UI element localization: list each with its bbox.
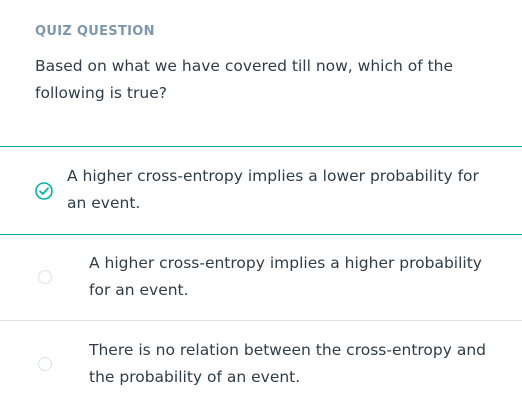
answer-option-1[interactable]: A higher cross-entropy implies a lower p…	[0, 146, 522, 235]
answer-option-3[interactable]: There is no relation between the cross-e…	[0, 321, 522, 403]
answer-option-text: There is no relation between the cross-e…	[89, 337, 489, 391]
answer-option-2[interactable]: A higher cross-entropy implies a higher …	[0, 234, 522, 321]
check-circle-icon	[35, 182, 53, 200]
quiz-question-label: QUIZ QUESTION	[35, 24, 155, 39]
question-text: Based on what we have covered till now, …	[35, 53, 475, 107]
radio-icon[interactable]	[38, 270, 52, 284]
radio-icon[interactable]	[38, 357, 52, 371]
answer-option-text: A higher cross-entropy implies a higher …	[89, 250, 489, 304]
answer-option-text: A higher cross-entropy implies a lower p…	[67, 163, 497, 217]
